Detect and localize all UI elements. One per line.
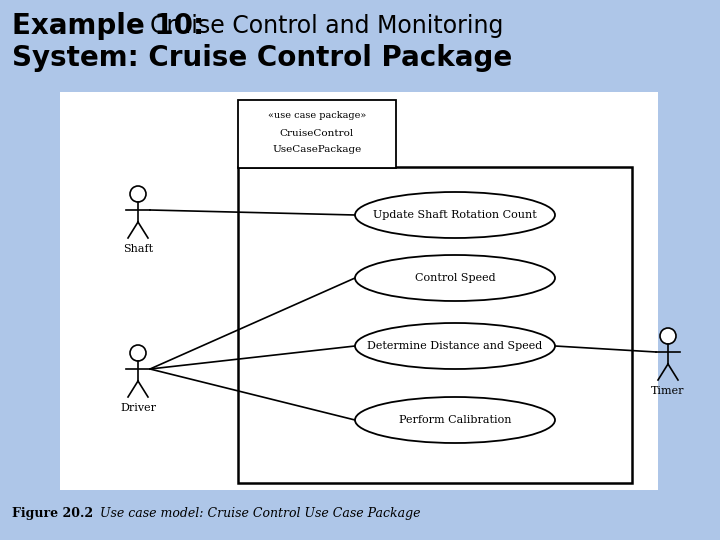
Text: UseCasePackage: UseCasePackage <box>272 145 361 154</box>
Text: Driver: Driver <box>120 403 156 413</box>
Text: Shaft: Shaft <box>123 244 153 254</box>
Text: Update Shaft Rotation Count: Update Shaft Rotation Count <box>373 210 537 220</box>
Circle shape <box>130 345 146 361</box>
Ellipse shape <box>355 192 555 238</box>
Bar <box>60 92 658 490</box>
Bar <box>238 100 396 168</box>
Circle shape <box>660 328 676 344</box>
Circle shape <box>130 186 146 202</box>
Text: CruiseControl: CruiseControl <box>280 129 354 138</box>
Ellipse shape <box>355 323 555 369</box>
Text: Cruise Control and Monitoring: Cruise Control and Monitoring <box>150 14 503 38</box>
Text: Timer: Timer <box>652 386 685 396</box>
Ellipse shape <box>355 397 555 443</box>
Ellipse shape <box>355 255 555 301</box>
Bar <box>238 167 632 483</box>
Text: «use case package»: «use case package» <box>268 111 366 120</box>
Text: Determine Distance and Speed: Determine Distance and Speed <box>367 341 543 351</box>
Text: Perform Calibration: Perform Calibration <box>399 415 511 425</box>
Text: Control Speed: Control Speed <box>415 273 495 283</box>
Text: Figure 20.2: Figure 20.2 <box>12 507 93 519</box>
Text: Use case model: Cruise Control Use Case Package: Use case model: Cruise Control Use Case … <box>88 507 420 519</box>
Text: Example 10:: Example 10: <box>12 12 214 40</box>
Text: System: Cruise Control Package: System: Cruise Control Package <box>12 44 512 72</box>
